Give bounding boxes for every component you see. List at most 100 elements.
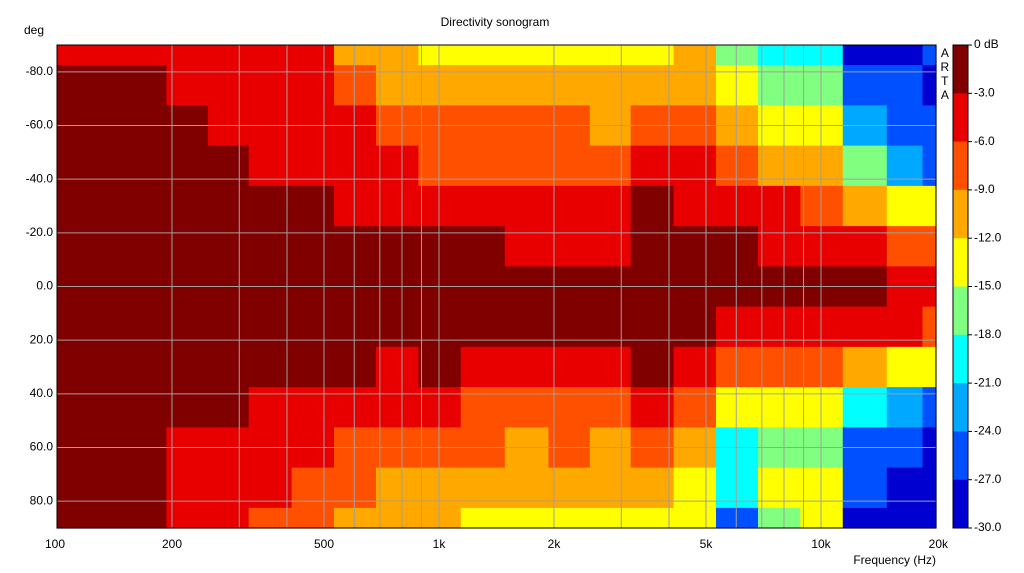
heat-cell (589, 226, 632, 267)
heat-cell (673, 145, 717, 187)
heat-cell (548, 467, 591, 509)
heat-cell (291, 387, 335, 428)
x-tick-label: 2k (548, 537, 562, 551)
heat-cell (630, 306, 675, 348)
plot-border (56, 44, 937, 529)
x-tick-label: 10k (811, 537, 831, 551)
x-tick-label: 500 (314, 537, 334, 551)
heat-cell (78, 387, 124, 428)
colorbar-label: -24.0 (974, 424, 1002, 438)
heat-cell (291, 306, 335, 348)
heat-cell (589, 467, 632, 509)
heat-cell (166, 185, 209, 227)
heat-cell (57, 226, 80, 267)
heat-cell (922, 226, 937, 267)
heat-cell (333, 226, 377, 267)
heat-cell (460, 65, 506, 106)
heat-cell (842, 507, 888, 529)
heat-cell (248, 507, 293, 529)
heat-cell (78, 45, 124, 66)
heat-cell (333, 387, 377, 428)
heat-cell (460, 507, 506, 529)
heat-cell (922, 467, 937, 509)
heat-cell (78, 507, 124, 529)
heat-cell (333, 185, 377, 227)
heat-cell (333, 346, 377, 388)
heat-cell (800, 226, 844, 267)
heat-cell (418, 145, 462, 187)
heat-cell (460, 185, 506, 227)
heat-cell (122, 145, 168, 187)
heat-cell (800, 467, 844, 509)
heat-cell (376, 185, 419, 227)
heat-cell (589, 145, 632, 187)
heat-cell (589, 306, 632, 348)
heat-cell (842, 65, 888, 106)
heat-cell (376, 387, 419, 428)
heat-cell (758, 467, 801, 509)
heat-cell (78, 185, 124, 227)
colorbar-swatch (953, 431, 968, 481)
heat-cell (248, 467, 293, 509)
heat-cell (716, 65, 759, 106)
heat-cell (418, 45, 462, 66)
heat-cell (122, 226, 168, 267)
heat-cell (716, 226, 759, 267)
heat-cell (78, 226, 124, 267)
heat-cell (548, 226, 591, 267)
heat-cell (630, 45, 675, 66)
heat-cell (207, 387, 250, 428)
heat-cell (673, 185, 717, 227)
heat-cell (842, 306, 888, 348)
heat-cell (291, 226, 335, 267)
heat-cell (122, 45, 168, 66)
heat-cell (333, 507, 377, 529)
colorbar-label: 0 dB (974, 37, 999, 51)
heat-cell (376, 507, 419, 529)
heat-cell (716, 45, 759, 66)
heat-cell (800, 185, 844, 227)
heat-cell (758, 226, 801, 267)
heat-cell (504, 145, 550, 187)
colorbar-swatch (953, 286, 968, 336)
y-tick-label: 80.0 (30, 493, 54, 507)
heat-cell (57, 346, 80, 388)
heat-cell (922, 65, 937, 106)
heat-cell (589, 387, 632, 428)
heat-cell (886, 65, 924, 106)
heat-cell (57, 185, 80, 227)
heat-cell (842, 387, 888, 428)
heat-cell (78, 145, 124, 187)
heat-cell (842, 226, 888, 267)
heat-cell (333, 45, 377, 66)
colorbar-label: -9.0 (974, 182, 995, 196)
x-tick-label: 5k (700, 537, 714, 551)
heat-cell (376, 226, 419, 267)
heat-cell (291, 145, 335, 187)
heat-cell (376, 145, 419, 187)
colorbar-label: -30.0 (974, 520, 1002, 534)
heat-cell (166, 306, 209, 348)
x-tick-label: 100 (45, 537, 65, 551)
heat-cell (122, 346, 168, 388)
heat-cell (418, 387, 462, 428)
heat-cell (376, 45, 419, 66)
heat-cell (922, 185, 937, 227)
x-tick-label: 200 (162, 537, 182, 551)
heat-cell (504, 346, 550, 388)
heat-cell (758, 346, 801, 388)
x-axis-label: Frequency (Hz) (853, 553, 936, 567)
heat-cell (207, 507, 250, 529)
heat-cell (842, 467, 888, 509)
heat-cell (248, 387, 293, 428)
heat-cell (922, 306, 937, 348)
heat-cell (758, 65, 801, 106)
heat-cell (673, 507, 717, 529)
heat-cell (800, 145, 844, 187)
heat-cell (630, 387, 675, 428)
heat-cell (207, 145, 250, 187)
heat-cell (886, 467, 924, 509)
heat-cell (630, 65, 675, 106)
heat-cell (460, 467, 506, 509)
